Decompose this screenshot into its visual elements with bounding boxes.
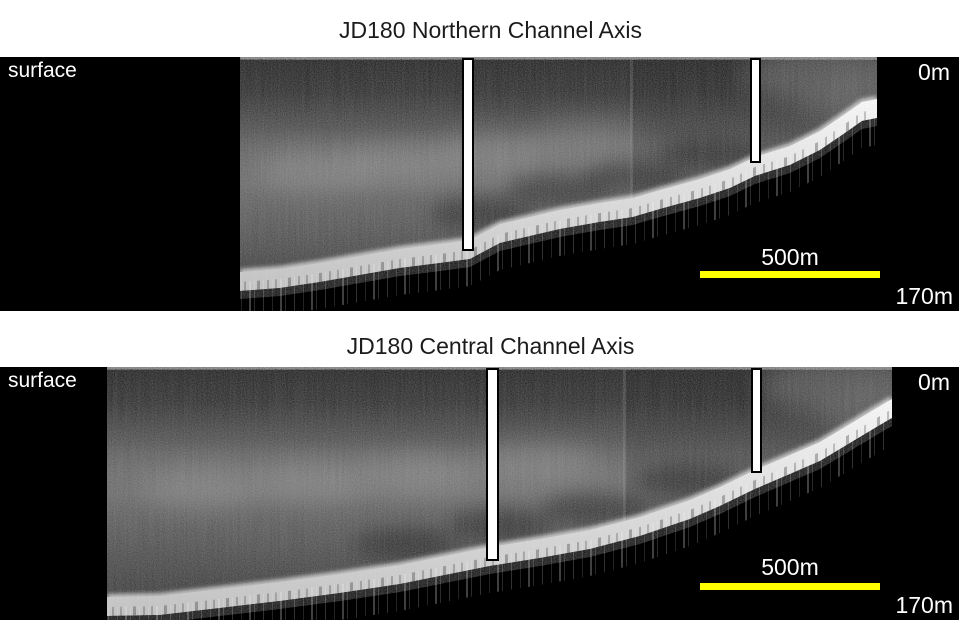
echogram-panel-northern: surface 0m 170m 500m <box>0 57 959 311</box>
mooring-marker <box>751 368 762 473</box>
mooring-marker <box>486 368 499 561</box>
scale-bar-label: 500m <box>761 244 819 270</box>
surface-label: surface <box>8 369 77 392</box>
echogram-image-northern <box>0 57 959 311</box>
mooring-marker <box>750 58 761 163</box>
echogram-image-central <box>0 367 959 620</box>
depth-top-label: 0m <box>918 369 950 395</box>
panel-block-central: JD180 Central Channel Axis surface 0m 17… <box>0 333 959 620</box>
depth-bottom-label: 170m <box>895 282 953 309</box>
echogram-data-region <box>240 57 877 311</box>
depth-bottom-label: 170m <box>895 591 953 618</box>
panel-title-northern: JD180 Northern Channel Axis <box>339 17 642 43</box>
echogram-panel-central: surface 0m 170m 500m <box>0 367 959 620</box>
mooring-marker <box>462 58 474 251</box>
depth-top-label: 0m <box>918 59 950 85</box>
panel-title-central: JD180 Central Channel Axis <box>346 333 635 359</box>
scale-bar <box>700 583 880 590</box>
scale-bar <box>700 271 880 278</box>
panel-block-northern: JD180 Northern Channel Axis surface 0m 1… <box>0 17 959 311</box>
scale-bar-label: 500m <box>761 554 819 580</box>
surface-label: surface <box>8 59 77 82</box>
echogram-figure: JD180 Northern Channel Axis surface 0m 1… <box>0 17 959 620</box>
